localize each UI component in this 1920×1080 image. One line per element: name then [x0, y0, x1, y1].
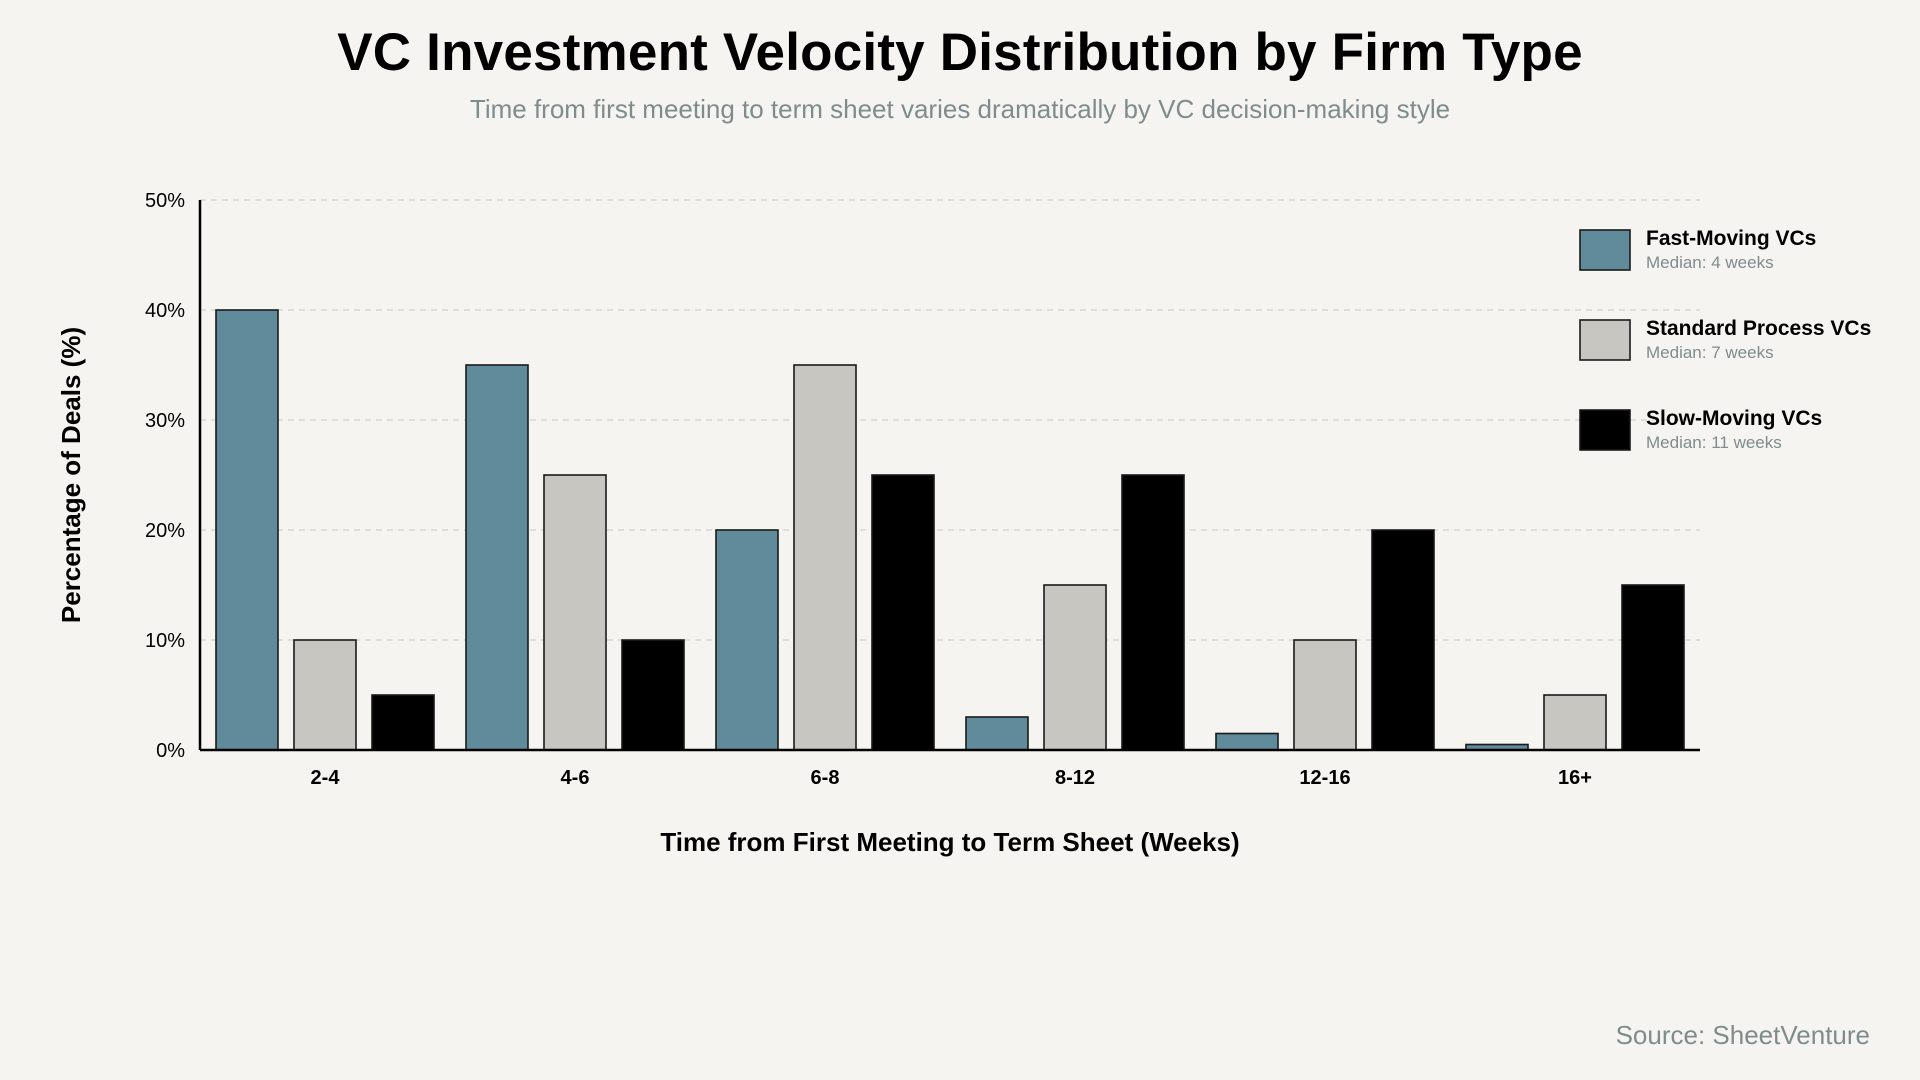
bar-standard-process-vcs-8-12 — [1043, 584, 1107, 751]
y-tick-label: 20% — [145, 520, 185, 542]
y-axis-label: Percentage of Deals (%) — [56, 327, 86, 623]
bar-standard-process-vcs-12-16 — [1293, 639, 1357, 751]
bar-fast-moving-vcs-6-8 — [715, 529, 779, 751]
bar-standard-process-vcs-16- — [1543, 694, 1607, 751]
legend-note: Median: 11 weeks — [1646, 433, 1782, 452]
bar-slow-moving-vcs-4-6 — [621, 639, 685, 751]
bar-slow-moving-vcs-6-8 — [871, 474, 935, 751]
bar-standard-process-vcs-2-4 — [293, 639, 357, 751]
legend-label: Slow-Moving VCs — [1646, 407, 1822, 430]
legend-swatch — [1579, 409, 1631, 451]
y-tick-label: 30% — [145, 410, 185, 432]
bar-standard-process-vcs-4-6 — [543, 474, 607, 751]
bar-fast-moving-vcs-2-4 — [215, 309, 279, 751]
legend-note: Median: 4 weeks — [1646, 253, 1774, 272]
x-tick-label: 4-6 — [561, 767, 590, 789]
bar-slow-moving-vcs-2-4 — [371, 694, 435, 751]
bar-fast-moving-vcs-8-12 — [965, 716, 1029, 751]
bar-slow-moving-vcs-16- — [1621, 584, 1685, 751]
x-axis-label: Time from First Meeting to Term Sheet (W… — [660, 827, 1239, 857]
bars — [215, 309, 1685, 751]
x-tick-label: 2-4 — [311, 767, 341, 789]
y-tick-labels: 0% 10% 20% 30% 40% 50% — [145, 190, 185, 762]
y-tick-label: 0% — [156, 740, 185, 762]
legend-swatch — [1579, 319, 1631, 361]
source-note: Source: SheetVenture — [1615, 1020, 1870, 1050]
x-tick-label: 16+ — [1558, 767, 1592, 789]
legend: Fast-Moving VCs Median: 4 weeks Standard P… — [1579, 227, 1871, 452]
bar-fast-moving-vcs-12-16 — [1215, 732, 1279, 751]
x-tick-label: 6-8 — [811, 767, 840, 789]
legend-label: Standard Process VCs — [1646, 317, 1871, 340]
bar-slow-moving-vcs-8-12 — [1121, 474, 1185, 751]
legend-swatch — [1579, 229, 1631, 271]
y-tick-label: 50% — [145, 190, 185, 212]
chart-title: VC Investment Velocity Distribution by F… — [337, 23, 1583, 82]
bar-fast-moving-vcs-4-6 — [465, 364, 529, 751]
y-tick-label: 10% — [145, 630, 185, 652]
legend-label: Fast-Moving VCs — [1646, 227, 1816, 250]
y-tick-label: 40% — [145, 300, 185, 322]
bar-standard-process-vcs-6-8 — [793, 364, 857, 751]
x-tick-label: 8-12 — [1055, 767, 1095, 789]
axes — [198, 200, 1700, 752]
bar-slow-moving-vcs-12-16 — [1371, 529, 1435, 751]
chart-subtitle: Time from first meeting to term sheet va… — [469, 94, 1451, 124]
x-tick-labels: 2-4 4-6 6-8 8-12 12-16 16+ — [311, 767, 1592, 789]
legend-note: Median: 7 weeks — [1646, 343, 1774, 362]
grid-lines — [200, 199, 1700, 641]
x-tick-label: 12-16 — [1299, 767, 1350, 789]
